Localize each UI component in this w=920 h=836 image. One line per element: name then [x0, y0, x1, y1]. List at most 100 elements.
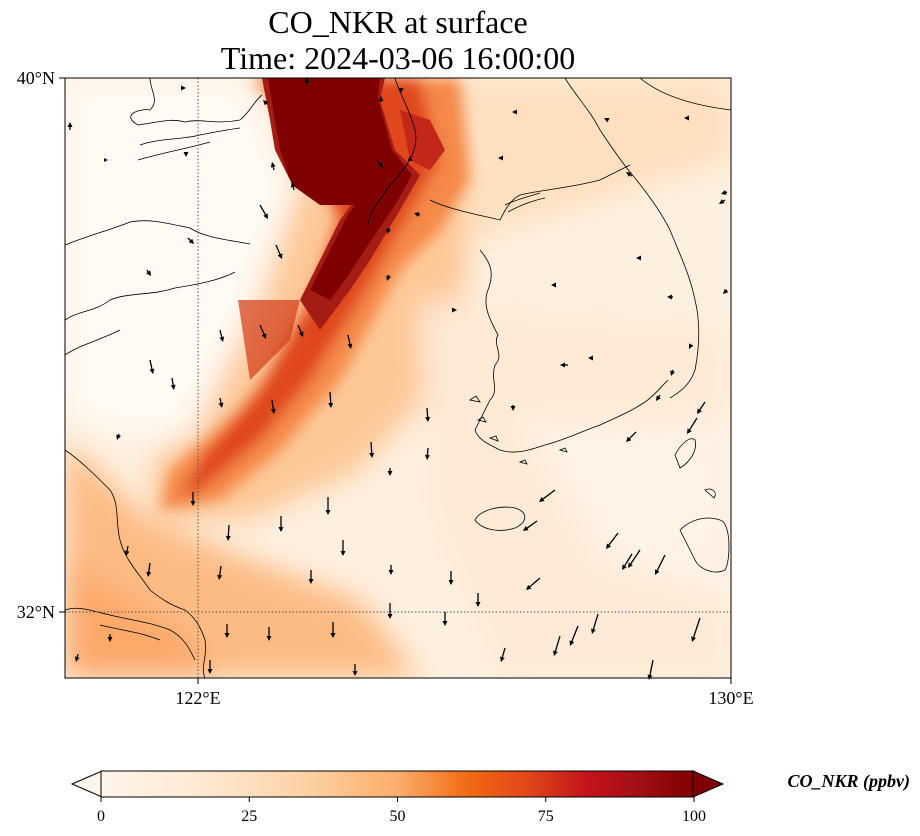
wind-arrow	[569, 625, 579, 646]
wind-arrow	[107, 634, 113, 642]
wind-arrow	[655, 554, 666, 575]
colorbar-tick-label: 50	[390, 808, 406, 825]
wind-arrow	[369, 441, 375, 458]
wind-arrow	[626, 172, 633, 177]
wind-arrow	[498, 155, 503, 161]
wind-arrow	[626, 431, 637, 442]
wind-arrow	[328, 391, 334, 408]
wind-arrow	[386, 274, 391, 281]
wind-arrow	[689, 343, 694, 349]
gridlines	[65, 78, 731, 678]
wind-arrow	[475, 593, 481, 607]
wind-arrow	[723, 288, 729, 294]
wind-arrow	[523, 520, 538, 531]
wind-arrow	[553, 635, 561, 656]
wind-arrow	[270, 162, 276, 171]
wind-arrow	[656, 394, 661, 401]
wind-arrow	[697, 401, 706, 414]
wind-arrow	[539, 489, 556, 502]
wind-arrow	[352, 664, 358, 676]
wind-arrow	[263, 100, 269, 106]
wind-arrow	[526, 577, 541, 590]
wind-arrow	[387, 468, 393, 476]
wind-arrow	[622, 553, 633, 570]
map-frame	[64, 77, 732, 679]
wind-arrow	[386, 227, 391, 234]
lat-tick-40: 40°N	[17, 68, 55, 88]
wind-arrow	[74, 653, 80, 662]
wind-vectors	[67, 77, 729, 680]
plot-title-line1: CO_NKR at surface	[268, 4, 528, 40]
wind-arrow	[218, 397, 224, 408]
lon-tick-130: 130°E	[708, 688, 753, 708]
wind-arrow	[207, 660, 213, 674]
coastlines	[65, 78, 731, 678]
wind-arrow	[290, 182, 296, 191]
wind-arrow	[67, 122, 73, 130]
colorbar-tick-label: 75	[538, 808, 554, 825]
wind-arrow	[104, 158, 108, 162]
wind-arrow	[146, 269, 151, 276]
wind-arrow	[636, 255, 641, 261]
colorbar-bar	[100, 770, 695, 798]
wind-arrow	[270, 399, 276, 414]
wind-arrow	[325, 497, 331, 515]
wind-arrow	[187, 237, 194, 244]
wind-arrow	[719, 199, 726, 204]
wind-arrow	[275, 244, 283, 259]
wind-arrow	[297, 324, 304, 337]
colorbar-title: CO_NKR (ppbv)	[788, 771, 911, 792]
wind-arrow	[378, 96, 384, 102]
colorbar-extend-min	[70, 770, 103, 798]
concentration-field	[65, 78, 731, 678]
plot-title-line2: Time: 2024-03-06 16:00:00	[220, 40, 576, 76]
wind-arrow	[414, 212, 421, 217]
wind-arrow	[407, 156, 413, 161]
wind-arrow	[146, 562, 152, 577]
wind-arrow	[398, 88, 404, 93]
wind-arrow	[606, 532, 619, 549]
wind-arrow	[551, 282, 556, 288]
colorbar-tick-label: 0	[97, 808, 105, 825]
wind-arrow	[442, 612, 448, 626]
wind-arrow	[266, 627, 272, 641]
wind-arrow	[219, 329, 225, 342]
wind-arrow	[347, 334, 353, 349]
wind-arrow	[499, 647, 506, 662]
wind-arrow	[387, 603, 393, 619]
wind-arrow	[424, 447, 430, 460]
wind-arrow	[330, 622, 336, 638]
wind-arrow	[588, 355, 593, 361]
wind-arrow	[183, 152, 189, 157]
wind-arrow	[628, 549, 641, 568]
colorbar: 0 25 50 75 100 CO_NKR (ppbv)	[70, 770, 911, 825]
wind-arrow	[340, 540, 346, 556]
wind-arrow	[512, 109, 517, 115]
wind-arrow	[604, 118, 610, 123]
lon-tick-122: 122°E	[175, 688, 220, 708]
wind-arrow	[217, 565, 223, 580]
wind-arrow	[308, 570, 314, 584]
wind-arrow	[225, 524, 231, 541]
wind-arrow	[721, 190, 728, 195]
wind-arrow	[425, 407, 431, 422]
wind-arrow	[224, 624, 230, 638]
wind-arrow	[181, 85, 186, 91]
wind-arrow	[687, 417, 698, 434]
wind-arrow	[376, 159, 383, 168]
axis-ticks	[59, 77, 732, 684]
wind-arrow	[259, 204, 268, 219]
wind-arrow	[560, 362, 568, 368]
wind-arrow	[684, 115, 689, 121]
wind-arrow	[691, 617, 701, 642]
wind-arrow	[448, 571, 454, 585]
wind-arrow	[170, 377, 176, 390]
wind-arrow	[667, 294, 673, 300]
wind-arrow	[388, 565, 394, 575]
wind-arrow	[259, 324, 267, 339]
wind-arrow	[116, 433, 121, 440]
wind-arrow	[510, 405, 516, 411]
wind-arrow	[124, 545, 130, 556]
lat-tick-32: 32°N	[17, 602, 55, 622]
